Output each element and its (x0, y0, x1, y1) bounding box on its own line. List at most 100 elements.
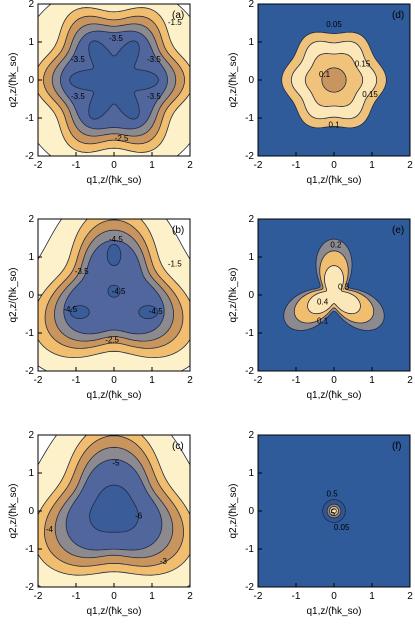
contour-label: -1.5 (168, 260, 182, 269)
contour-label: -4.5 (112, 287, 126, 296)
contour-label: -2.5 (105, 336, 119, 345)
panel-label: (a) (172, 10, 184, 21)
contour-level-5 (69, 40, 159, 120)
y-tick-label: -2 (245, 151, 254, 162)
contour-label: -1.5 (168, 18, 182, 27)
contour-label: 0.3 (338, 282, 350, 291)
y-tick-label: 1 (248, 252, 254, 263)
contour-label: 0.1 (319, 70, 331, 79)
x-tick-label: 0 (331, 160, 337, 171)
contour-level-5 (89, 484, 139, 533)
panel-label: (c) (172, 441, 184, 452)
contour-island-3 (138, 305, 159, 319)
panel-f: 0.5 5 0.05 (f) -2 -1 0 1 2 -2 -1 0 1 2 q1,z/(ħk_so) q2,… (228, 430, 413, 617)
y-tick-label: 2 (28, 214, 34, 225)
x-tick-label: 0 (331, 375, 337, 386)
x-tick-label: 2 (187, 591, 193, 602)
y-tick-label: -1 (25, 113, 34, 124)
contour-label: -3.5 (75, 267, 89, 276)
y-tick-label: -1 (25, 544, 34, 555)
contour-label: -4.5 (109, 235, 123, 244)
contour-label: -6 (135, 512, 143, 521)
contour-label: 0.05 (334, 523, 350, 532)
y-tick-label: 0 (28, 75, 34, 86)
contour-label: 0.5 (327, 490, 339, 499)
panel-b: -4.5 -3.5 -1.5 -4.5 -4.5 -4.5 -2.5 (b) -2 -1 0 1 2 -2… (8, 214, 193, 401)
y-tick-label: -2 (25, 151, 34, 162)
y-tick-label: 0 (248, 506, 254, 517)
x-axis-label: q1,z/(ħk_so) (86, 390, 141, 401)
y-tick-label: -1 (245, 544, 254, 555)
x-tick-label: 2 (187, 160, 193, 171)
x-tick-label: 1 (149, 591, 155, 602)
contour-label: 0.05 (326, 20, 342, 29)
y-tick-label: -1 (245, 328, 254, 339)
contour-label: -4.5 (149, 307, 163, 316)
x-tick-label: 2 (407, 591, 413, 602)
contour-label: 0.15 (355, 60, 371, 69)
contour-level-4 (331, 508, 337, 514)
y-tick-label: 0 (28, 506, 34, 517)
x-tick-label: 1 (149, 375, 155, 386)
contour-label: -2.5 (115, 134, 129, 143)
panel-label: (b) (172, 225, 184, 236)
x-tick-label: -1 (292, 160, 301, 171)
x-tick-label: 0 (331, 591, 337, 602)
contour-label: -3.5 (147, 92, 161, 101)
x-tick-label: -2 (34, 160, 43, 171)
y-axis-label: q2,z/(ħk_so) (8, 52, 19, 107)
y-tick-label: 2 (248, 430, 254, 441)
contour-label: 0.2 (330, 241, 342, 250)
x-tick-label: -1 (292, 375, 301, 386)
x-tick-label: -2 (34, 375, 43, 386)
x-tick-label: 0 (111, 591, 117, 602)
contour-label: -5 (112, 458, 120, 467)
contour-label: 0.15 (362, 90, 378, 99)
x-tick-label: 0 (111, 160, 117, 171)
x-tick-label: -2 (254, 160, 263, 171)
contour-label: -3.5 (71, 55, 85, 64)
panel-label: (e) (392, 225, 404, 236)
y-axis-label: q2,z/(ħk_so) (8, 267, 19, 322)
y-tick-label: 0 (248, 75, 254, 86)
y-axis-label: q2,z/(ħk_so) (228, 267, 239, 322)
contour-label: 0.1 (317, 317, 329, 326)
x-tick-label: -1 (292, 591, 301, 602)
contour-label: 0.1 (328, 121, 340, 130)
x-tick-label: -2 (254, 375, 263, 386)
panel-a: -1.5 -3.5 -3.5 -3.5 -3.5 -3.5 -2.5 (a) -2 -1 0 1 2 -2… (8, 0, 193, 186)
y-tick-label: -2 (25, 366, 34, 377)
x-axis-label: q1,z/(ħk_so) (306, 606, 361, 617)
panel-label: (d) (392, 10, 404, 21)
contour-island-1 (107, 284, 121, 298)
x-tick-label: 1 (369, 375, 375, 386)
y-tick-label: 0 (248, 290, 254, 301)
x-tick-label: 0 (111, 375, 117, 386)
contour-label: -4 (46, 525, 54, 534)
x-tick-label: -1 (72, 160, 81, 171)
x-tick-label: 1 (369, 160, 375, 171)
y-tick-label: 2 (28, 430, 34, 441)
y-tick-label: 2 (248, 214, 254, 225)
x-axis-label: q1,z/(ħk_so) (86, 606, 141, 617)
y-tick-label: -2 (245, 366, 254, 377)
y-tick-label: 0 (28, 290, 34, 301)
contour-island-0 (106, 244, 122, 267)
y-tick-label: -1 (25, 328, 34, 339)
y-axis-label: q2,z/(ħk_so) (8, 483, 19, 538)
contour-label: -3.5 (147, 55, 161, 64)
x-tick-label: -1 (72, 375, 81, 386)
x-tick-label: 1 (369, 591, 375, 602)
contour-island-2 (69, 305, 90, 319)
y-axis-label: q2,z/(ħk_so) (228, 52, 239, 107)
y-tick-label: 2 (248, 0, 254, 10)
y-tick-label: 1 (28, 252, 34, 263)
y-tick-label: 2 (28, 0, 34, 10)
contour-label: 5 (331, 509, 336, 518)
contour-label: -3.5 (109, 34, 123, 43)
contour-label: -3.5 (71, 92, 85, 101)
contour-level-3 (307, 265, 361, 315)
x-tick-label: 1 (149, 160, 155, 171)
x-tick-label: 2 (187, 375, 193, 386)
